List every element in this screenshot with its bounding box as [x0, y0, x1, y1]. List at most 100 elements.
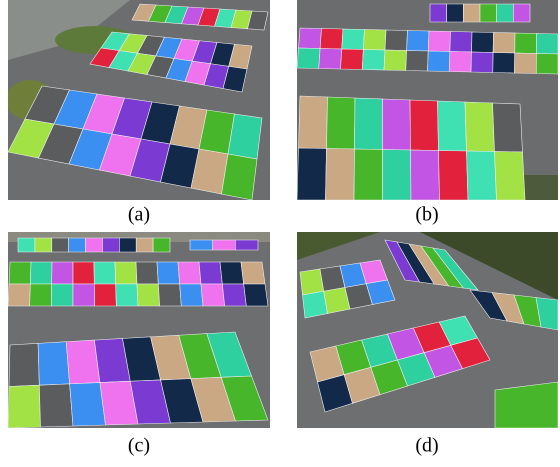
figure: (a) (b) (c) (d) [0, 0, 560, 462]
parking-space [222, 284, 246, 306]
parking-space [70, 383, 106, 426]
parking-space [9, 343, 39, 386]
parking-space [299, 28, 322, 49]
parking-space [450, 32, 472, 53]
parking-space [362, 50, 385, 71]
parking-space [9, 262, 31, 284]
parking-space [201, 284, 225, 306]
parking-space [463, 4, 480, 22]
parking-space [406, 51, 429, 72]
parking-space [341, 49, 364, 70]
parking-space [438, 101, 467, 151]
parking-space [430, 4, 447, 22]
parking-space [493, 103, 523, 152]
parking-space [497, 4, 514, 22]
parking-space [241, 262, 265, 284]
parking-space [428, 51, 450, 72]
photo-d [297, 232, 558, 428]
parking-space [354, 149, 383, 200]
parking-space [515, 53, 537, 74]
parking-space [326, 149, 355, 201]
parking-space [39, 384, 73, 427]
parking-space [428, 31, 450, 52]
parking-space [342, 29, 365, 50]
parking-space [180, 284, 203, 306]
parking-space [320, 29, 343, 50]
parking-space [228, 114, 262, 159]
parking-space [297, 148, 327, 200]
photo-c [8, 232, 270, 428]
caption: (b) [415, 204, 438, 226]
parking-space [35, 238, 52, 252]
parking-space [385, 30, 408, 51]
parking-space [536, 34, 558, 55]
parking-space [94, 284, 116, 306]
parking-space [119, 238, 136, 252]
parking-space [94, 262, 116, 284]
parking-space [199, 262, 222, 284]
parking-space [8, 385, 41, 428]
parking-space [136, 262, 158, 284]
parking-space [465, 102, 495, 152]
parking-space [467, 151, 497, 200]
parking-space [18, 238, 35, 252]
parking-space [355, 98, 383, 150]
parking-space [297, 48, 320, 69]
parking-space [407, 31, 429, 52]
parking-space [51, 284, 73, 306]
parking-space [300, 269, 324, 295]
parking-space [319, 49, 342, 70]
parking-space [213, 240, 236, 250]
parking-space [495, 152, 526, 201]
parking-space [30, 262, 52, 284]
parking-space [327, 97, 356, 149]
parking-space [8, 284, 30, 306]
caption: (a) [128, 204, 150, 226]
parking-space [66, 340, 100, 384]
parking-space [439, 151, 469, 201]
parking-space [410, 100, 439, 151]
parking-space [493, 33, 515, 54]
parking-space [447, 4, 464, 22]
photo-a [6, 0, 270, 200]
parking-space [52, 262, 73, 284]
parking-space [158, 284, 181, 306]
parking-space [178, 262, 201, 284]
parking-space [363, 30, 386, 51]
parking-space [116, 284, 138, 306]
parking-space [384, 50, 407, 71]
parking-space [115, 262, 137, 284]
parking-space [515, 33, 537, 54]
parking-space [136, 238, 153, 252]
parking-space [235, 240, 258, 250]
photo-b [297, 0, 558, 200]
parking-space [411, 150, 440, 200]
parking-space [449, 52, 471, 73]
parking-space [299, 96, 328, 149]
parking-space [244, 284, 268, 306]
parking-space [480, 4, 497, 22]
page: (a) (b) (c) (d) (() => { const data = JS… [0, 0, 560, 462]
parking-space [102, 238, 119, 252]
parking-space [73, 262, 94, 284]
parking-space [493, 53, 515, 74]
parking-space [190, 240, 213, 250]
parking-space [471, 52, 493, 73]
parking-space [73, 284, 95, 306]
parking-space [153, 238, 170, 252]
parking-space [30, 284, 52, 306]
parking-space [69, 238, 86, 252]
parking-space [86, 238, 103, 252]
caption: (c) [128, 435, 150, 457]
parking-space [222, 154, 258, 200]
parking-space [472, 32, 494, 53]
parking-space [513, 4, 530, 22]
parking-space [303, 291, 328, 318]
parking-space [383, 150, 412, 201]
parking-space [52, 238, 69, 252]
parking-space [536, 54, 558, 75]
parking-space [137, 284, 160, 306]
parking-space [157, 262, 180, 284]
caption: (d) [415, 435, 438, 457]
parking-space [383, 99, 411, 150]
